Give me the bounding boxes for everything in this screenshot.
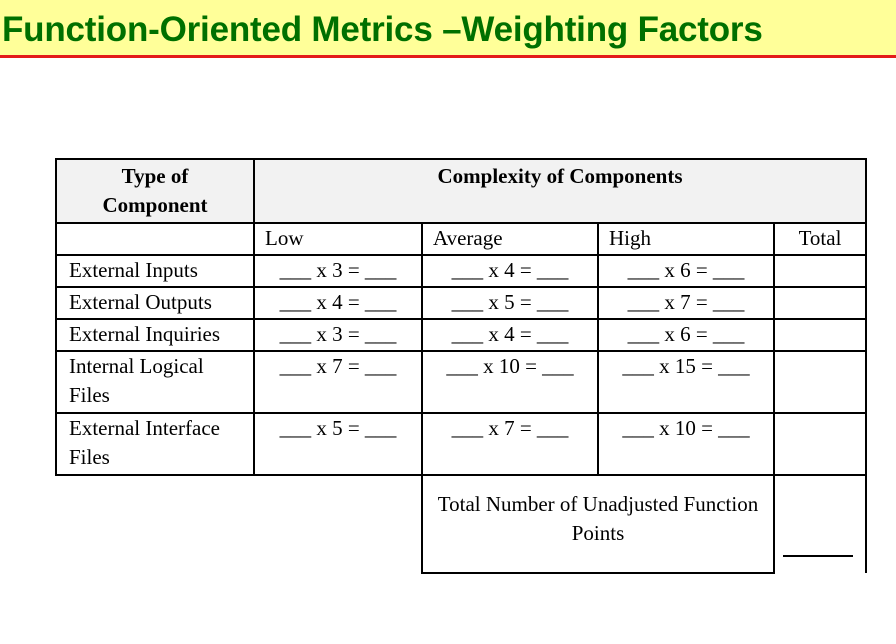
low-factor: ___ x 4 = ___	[253, 286, 423, 320]
table-row: Internal Logical Files ___ x 7 = ___ ___…	[55, 350, 867, 414]
table-row: External Inquiries ___ x 3 = ___ ___ x 4…	[55, 318, 867, 352]
high-factor: ___ x 6 = ___	[597, 318, 775, 352]
high-factor: ___ x 15 = ___	[597, 350, 775, 414]
high-factor: ___ x 10 = ___	[597, 412, 775, 476]
total-cell	[773, 318, 867, 352]
title-bar: Function-Oriented Metrics –Weighting Fac…	[0, 0, 896, 58]
low-header: Low	[253, 222, 423, 256]
unadjusted-fp-label: Total Number of Unadjusted Function Poin…	[421, 474, 775, 574]
level-header-row: Low Average High Total	[55, 222, 867, 256]
table-row: External Inputs ___ x 3 = ___ ___ x 4 = …	[55, 254, 867, 288]
row-label: External Inquiries	[55, 318, 255, 352]
average-header: Average	[421, 222, 599, 256]
empty-header-cell	[55, 222, 255, 256]
header-row: Type of Component Complexity of Componen…	[55, 158, 867, 224]
total-cell	[773, 350, 867, 414]
row-label: Internal Logical Files	[55, 350, 255, 414]
row-label: External Inputs	[55, 254, 255, 288]
summary-spacer	[56, 475, 422, 573]
total-cell	[773, 412, 867, 476]
low-factor: ___ x 5 = ___	[253, 412, 423, 476]
high-factor: ___ x 6 = ___	[597, 254, 775, 288]
slide-title: Function-Oriented Metrics –Weighting Fac…	[2, 10, 763, 49]
average-factor: ___ x 5 = ___	[421, 286, 599, 320]
table-row: External Interface Files ___ x 5 = ___ _…	[55, 412, 867, 476]
low-factor: ___ x 7 = ___	[253, 350, 423, 414]
average-factor: ___ x 10 = ___	[421, 350, 599, 414]
unadjusted-fp-total-cell	[773, 474, 867, 573]
total-cell	[773, 254, 867, 288]
low-factor: ___ x 3 = ___	[253, 318, 423, 352]
weighting-factors-table: Type of Component Complexity of Componen…	[55, 158, 867, 574]
high-header: High	[597, 222, 775, 256]
table-row: External Outputs ___ x 4 = ___ ___ x 5 =…	[55, 286, 867, 320]
total-header: Total	[773, 222, 867, 256]
average-factor: ___ x 4 = ___	[421, 254, 599, 288]
row-label: External Interface Files	[55, 412, 255, 476]
type-of-component-header: Type of Component	[55, 158, 255, 224]
row-label: External Outputs	[55, 286, 255, 320]
average-factor: ___ x 7 = ___	[421, 412, 599, 476]
total-answer-blank	[783, 555, 853, 557]
summary-row: Total Number of Unadjusted Function Poin…	[56, 474, 867, 574]
total-cell	[773, 286, 867, 320]
low-factor: ___ x 3 = ___	[253, 254, 423, 288]
high-factor: ___ x 7 = ___	[597, 286, 775, 320]
average-factor: ___ x 4 = ___	[421, 318, 599, 352]
complexity-header: Complexity of Components	[253, 158, 867, 224]
